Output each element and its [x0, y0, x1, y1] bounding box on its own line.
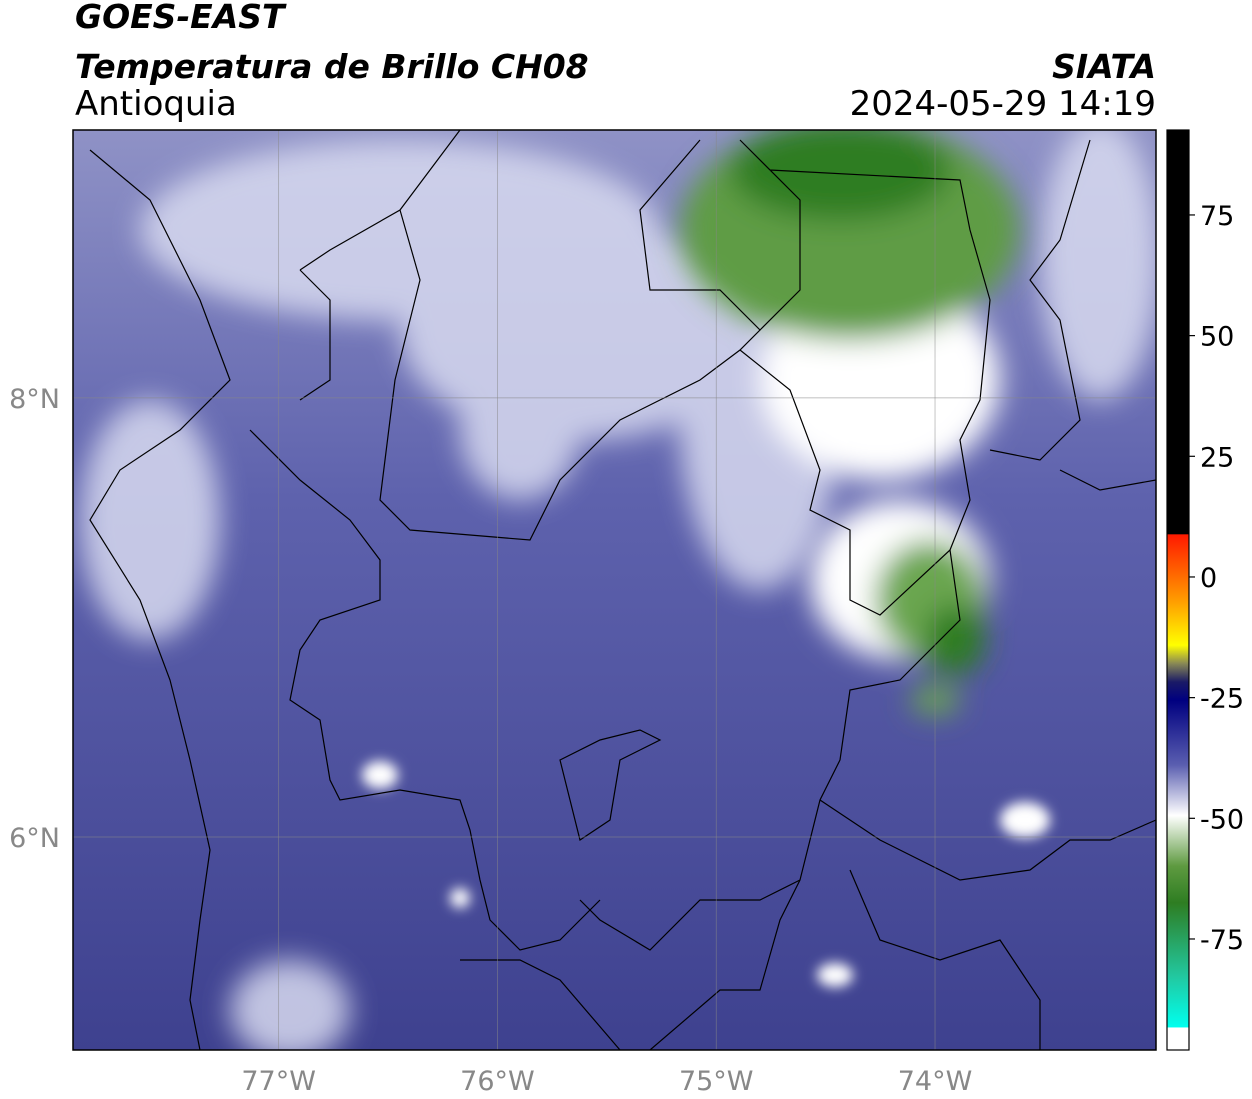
colorbar-ticks: 75 50 25 0 -25 -50 -75 — [1189, 201, 1244, 956]
map-image — [73, 130, 1156, 1050]
region: Antioquia — [75, 84, 237, 124]
y-tick-label: 6°N — [9, 823, 60, 854]
colorbar-tick-label: 75 — [1200, 201, 1234, 232]
colorbar-tick-label: -25 — [1200, 684, 1244, 715]
title: GOES-EAST — [75, 0, 287, 36]
x-tick-label: 75°W — [679, 1066, 754, 1097]
colorbar-tick-label: 0 — [1200, 563, 1217, 594]
colorbar-tick-label: 25 — [1200, 442, 1234, 473]
map-frame — [72, 129, 1157, 1051]
colorbar-tick-label: 50 — [1200, 322, 1234, 353]
colorbar-tick-label: -50 — [1200, 804, 1244, 835]
y-tick-label: 8°N — [9, 384, 60, 415]
grid — [73, 130, 1156, 1050]
colorbar — [1166, 129, 1190, 1051]
datetime: 2024-05-29 14:19 — [850, 84, 1156, 124]
x-tick-label: 76°W — [460, 1066, 535, 1097]
source: SIATA — [1052, 47, 1156, 86]
x-tick-label: 77°W — [241, 1066, 316, 1097]
axis-ticks: 77°W 76°W 75°W 74°W 6°N 8°N — [9, 384, 972, 1097]
colorbar-tick-label: -75 — [1200, 925, 1244, 956]
x-tick-label: 74°W — [898, 1066, 973, 1097]
subtitle: Temperatura de Brillo CH08 — [75, 47, 589, 86]
